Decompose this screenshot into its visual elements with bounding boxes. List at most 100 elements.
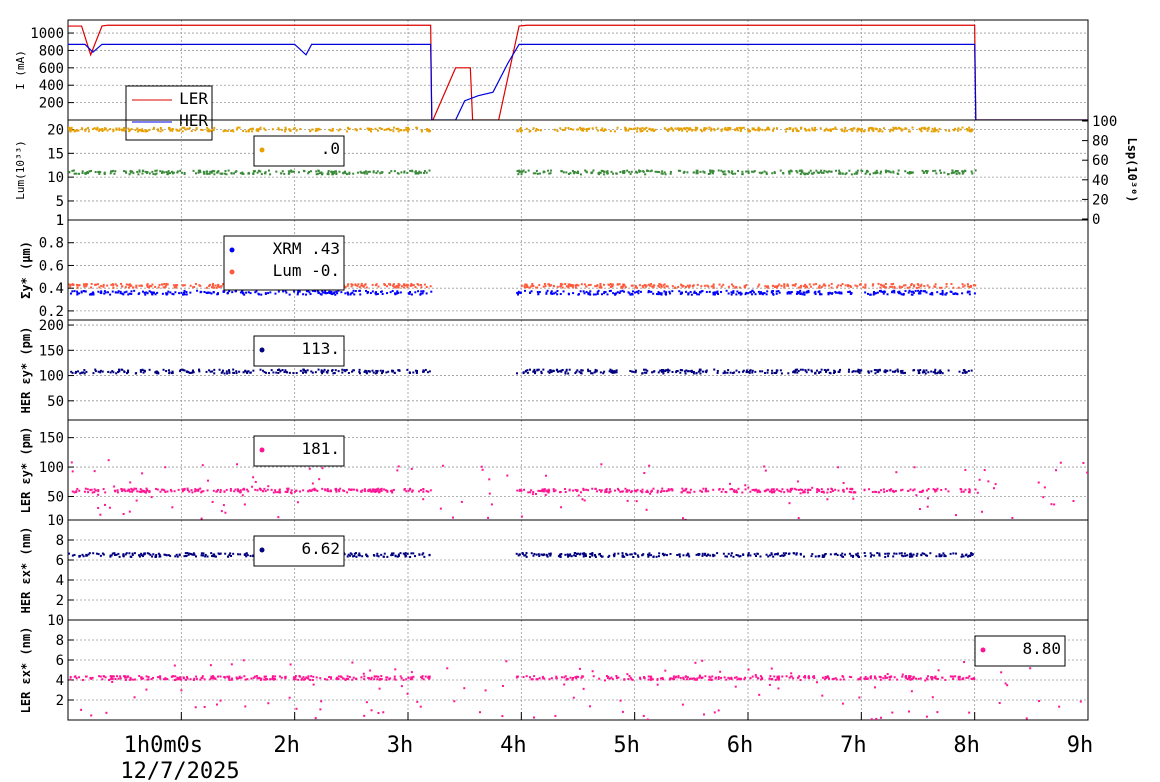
data-point: [934, 283, 937, 286]
data-point: [396, 469, 399, 472]
data-point: [716, 369, 719, 372]
data-point: [710, 129, 713, 132]
data-point: [574, 554, 577, 557]
data-point: [211, 286, 214, 289]
data-point: [699, 676, 702, 679]
data-point: [924, 372, 927, 375]
data-point: [792, 677, 795, 680]
data-point: [534, 492, 537, 495]
data-point: [651, 678, 654, 681]
data-point: [292, 170, 295, 173]
data-point: [161, 171, 164, 174]
data-point: [575, 675, 578, 678]
data-point: [138, 169, 141, 172]
data-point: [933, 285, 936, 288]
data-point: [123, 126, 126, 129]
data-point: [749, 490, 752, 493]
data-point: [97, 493, 100, 496]
data-point: [404, 552, 407, 555]
data-point: [209, 283, 212, 286]
data-point: [382, 369, 385, 372]
data-point: [800, 488, 803, 491]
data-point: [736, 678, 739, 681]
data-point: [669, 172, 672, 175]
data-point: [517, 173, 520, 176]
data-point: [319, 677, 322, 680]
data-point: [217, 675, 220, 678]
data-point: [963, 661, 966, 664]
data-point: [651, 371, 654, 374]
data-point: [256, 489, 259, 492]
data-point: [671, 677, 674, 680]
data-point: [137, 173, 140, 176]
data-point: [329, 677, 332, 680]
data-point: [350, 553, 353, 556]
data-point: [932, 130, 935, 133]
data-point: [393, 126, 396, 129]
data-point: [524, 369, 527, 372]
data-point: [176, 284, 179, 287]
data-point: [568, 554, 571, 557]
data-point: [172, 675, 175, 678]
data-point: [410, 552, 413, 555]
data-point: [414, 286, 417, 289]
data-point: [525, 555, 528, 558]
data-point: [823, 129, 826, 132]
data-point: [416, 370, 419, 373]
data-point: [900, 293, 903, 296]
data-point: [820, 490, 823, 493]
data-point: [181, 293, 184, 296]
data-point: [721, 128, 724, 131]
data-point: [907, 291, 910, 294]
data-point: [646, 491, 649, 494]
data-point: [534, 129, 537, 132]
data-point: [289, 129, 292, 132]
data-point: [573, 172, 576, 175]
data-point: [142, 371, 145, 374]
data-point: [429, 130, 432, 133]
data-point: [902, 284, 905, 287]
data-point: [174, 284, 177, 287]
data-point: [396, 555, 399, 558]
data-point: [117, 371, 120, 374]
data-point: [883, 291, 886, 294]
data-point: [901, 369, 904, 372]
data-point: [912, 489, 915, 492]
data-point: [566, 553, 569, 556]
data-point: [377, 555, 380, 558]
data-point: [180, 689, 183, 692]
data-point: [484, 689, 487, 692]
data-point: [425, 286, 428, 289]
data-point: [835, 291, 838, 294]
data-point: [538, 172, 541, 175]
data-point: [701, 552, 704, 555]
data-point: [893, 370, 896, 373]
data-point: [650, 489, 653, 492]
data-point: [376, 170, 379, 173]
data-point: [953, 171, 956, 174]
data-point: [199, 284, 202, 287]
data-point: [364, 170, 367, 173]
data-point: [659, 490, 662, 493]
data-point: [970, 553, 973, 556]
data-point: [107, 459, 110, 462]
data-point: [162, 488, 165, 491]
data-point: [245, 291, 248, 294]
panel-data: [68, 24, 1088, 120]
data-point: [133, 487, 136, 490]
data-point: [252, 170, 255, 173]
data-point: [169, 172, 172, 175]
data-point: [937, 371, 940, 374]
data-point: [689, 370, 692, 373]
data-point: [782, 552, 785, 555]
data-point: [686, 130, 689, 133]
data-point: [848, 169, 851, 172]
data-point: [908, 171, 911, 174]
data-point: [520, 489, 523, 492]
data-point: [864, 291, 867, 294]
data-point: [264, 675, 267, 678]
y2-tick-label: 20: [1092, 192, 1109, 208]
data-point: [621, 710, 624, 713]
data-point: [925, 369, 928, 372]
